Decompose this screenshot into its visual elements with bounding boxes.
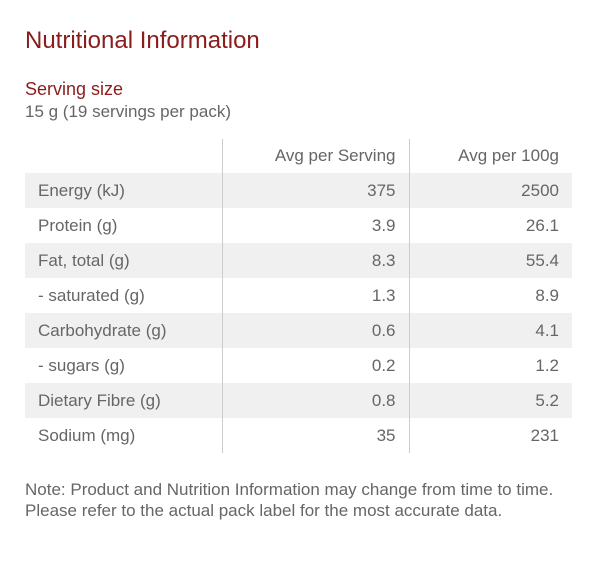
nutrient-value: 35 (221, 418, 409, 453)
note: Note: Product and Nutrition Information … (25, 480, 554, 520)
serving-label: Serving size (25, 79, 124, 99)
nutrient-value: 0.2 (221, 348, 409, 383)
nutrient-value: 231 (408, 418, 572, 453)
table-row: Energy (kJ) 375 2500 (25, 173, 572, 208)
nutrient-label: - sugars (g) (38, 355, 125, 375)
header-cell (25, 139, 222, 173)
nutrient-label: Protein (g) (38, 215, 118, 235)
nutrient-value: 55.4 (408, 243, 572, 278)
nutrient-value: 3.9 (221, 208, 409, 243)
column-header: Avg per 100g (408, 139, 572, 173)
nutrient-value: 8.3 (221, 243, 409, 278)
nutrition-table: Avg per Serving Avg per 100g Energy (kJ) 3… (25, 139, 572, 453)
nutrient-value: 1.3 (221, 278, 409, 313)
table-row: Fat, total (g) 8.3 55.4 (25, 243, 572, 278)
table-row: Dietary Fibre (g) 0.8 5.2 (25, 383, 572, 418)
nutrient-value: 26.1 (408, 208, 572, 243)
column-header: Avg per Serving (221, 139, 409, 173)
nutrient-value: 1.2 (408, 348, 572, 383)
nutrient-label: Sodium (mg) (38, 425, 136, 445)
table-row: Protein (g) 3.9 26.1 (25, 208, 572, 243)
nutrient-value: 2500 (408, 173, 572, 208)
nutrient-label: - saturated (g) (38, 285, 145, 305)
nutrient-label: Fat, total (g) (25, 243, 222, 278)
title: Nutritional Information (25, 27, 260, 54)
nutrient-value: 4.1 (408, 313, 572, 348)
table-row: Carbohydrate (g) 0.6 4.1 (25, 313, 572, 348)
nutrient-value: 5.2 (408, 383, 572, 418)
nutrient-label: Carbohydrate (g) (25, 313, 222, 348)
header-row: Avg per Serving Avg per 100g (25, 139, 572, 173)
nutrient-value: 0.8 (221, 383, 409, 418)
nutrient-value: 8.9 (408, 278, 572, 313)
table-row: Sodium (mg) 35 231 (25, 418, 572, 453)
nutrient-label: Dietary Fibre (g) (25, 383, 222, 418)
nutrient-label: Energy (kJ) (25, 173, 222, 208)
serving-text: 15 g (19 servings per pack) (25, 102, 231, 121)
table-row: - saturated (g) 1.3 8.9 (25, 278, 572, 313)
table-row: - sugars (g) 0.2 1.2 (25, 348, 572, 383)
nutrient-value: 375 (221, 173, 409, 208)
nutrient-value: 0.6 (221, 313, 409, 348)
